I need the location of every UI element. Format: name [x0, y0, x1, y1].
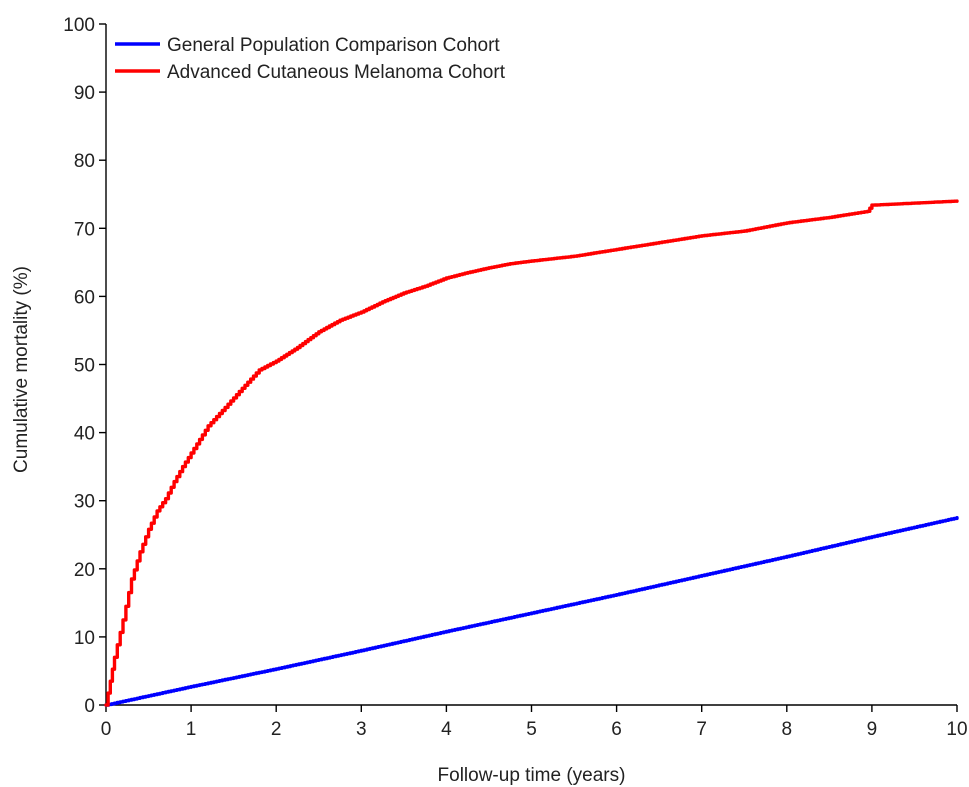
y-axis: 0 10 20 30 40 50 60 70 80 90 100 — [63, 15, 107, 717]
x-tick-label: 5 — [526, 719, 537, 740]
x-tick-label: 6 — [611, 719, 622, 740]
y-tick-label: 50 — [74, 356, 95, 377]
legend-label-2: Advanced Cutaneous Melanoma Cohort — [167, 62, 506, 83]
x-axis-title: Follow-up time (years) — [438, 765, 626, 786]
legend-label-1: General Population Comparison Cohort — [167, 35, 500, 56]
x-tick-label: 10 — [946, 719, 967, 740]
legend: General Population Comparison Cohort Adva… — [115, 35, 506, 83]
y-tick-label: 0 — [84, 696, 95, 717]
y-tick-label: 10 — [74, 628, 95, 649]
series-line-1 — [104, 516, 959, 707]
y-tick-label: 20 — [74, 560, 95, 581]
y-tick-label: 70 — [74, 219, 95, 240]
x-tick-label: 7 — [696, 719, 707, 740]
y-tick-label: 60 — [74, 287, 95, 308]
x-tick-label: 4 — [441, 719, 452, 740]
x-axis: 0 1 2 3 4 5 6 7 8 9 10 — [101, 704, 968, 740]
x-tick-label: 8 — [782, 719, 793, 740]
x-tick-label: 3 — [356, 719, 367, 740]
series-line-2 — [104, 199, 959, 707]
x-tick-label: 1 — [186, 719, 197, 740]
y-tick-label: 100 — [63, 15, 95, 36]
y-axis-title: Cumulative mortality (%) — [11, 266, 32, 473]
x-tick-label: 0 — [101, 719, 112, 740]
series-layer — [104, 199, 959, 707]
y-tick-label: 90 — [74, 83, 95, 104]
x-tick-label: 9 — [867, 719, 878, 740]
y-tick-label: 30 — [74, 492, 95, 513]
y-tick-label: 80 — [74, 151, 95, 172]
x-tick-label: 2 — [271, 719, 282, 740]
y-tick-label: 40 — [74, 424, 95, 445]
